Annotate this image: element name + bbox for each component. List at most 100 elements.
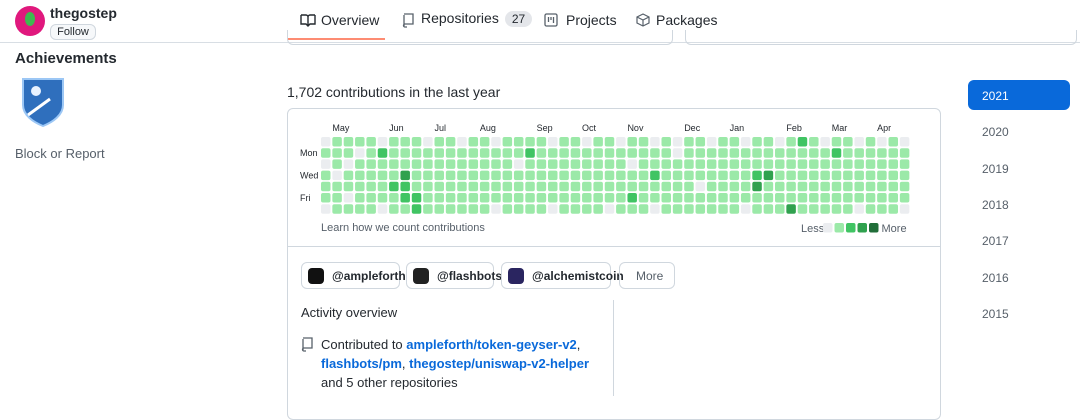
year-link[interactable]: 2015 xyxy=(982,306,1009,321)
contribution-cell xyxy=(820,148,830,158)
contribution-cell xyxy=(638,170,649,181)
year-link[interactable]: 2020 xyxy=(982,125,1009,140)
contribution-cell xyxy=(831,193,842,203)
contribution-cell xyxy=(775,193,785,203)
contribution-cell xyxy=(479,181,490,192)
contribution-cell xyxy=(559,181,569,192)
contribution-cell xyxy=(820,204,830,214)
contribution-cell xyxy=(684,193,694,203)
contribution-cell xyxy=(661,193,671,203)
repo-icon xyxy=(301,337,313,352)
learn-link[interactable]: Learn how we count contributions xyxy=(321,222,485,234)
year-link[interactable]: 2016 xyxy=(982,270,1009,285)
contribution-cell xyxy=(650,137,660,147)
contribution-cell xyxy=(525,137,535,147)
org-label: @alchemistcoin xyxy=(532,269,624,283)
repo-icon xyxy=(402,13,414,28)
achievement-badge[interactable] xyxy=(20,77,66,127)
contribution-cell xyxy=(502,159,513,169)
contribution-cell xyxy=(809,170,819,181)
contribution-cell xyxy=(457,148,467,158)
month-label: Jun xyxy=(389,123,404,133)
contribution-cell xyxy=(718,170,728,181)
tab[interactable]: Overview xyxy=(321,12,380,28)
contribution-cell xyxy=(423,181,433,192)
contribution-cell xyxy=(604,148,615,158)
contribution-cell xyxy=(684,137,694,147)
legend-cell xyxy=(823,223,833,233)
org-button[interactable]: @ampleforth xyxy=(301,262,406,289)
tab[interactable]: Repositories 27 xyxy=(421,10,533,27)
contribution-cell xyxy=(706,170,717,181)
contribution-cell xyxy=(604,204,615,214)
contribution-cell xyxy=(366,204,376,214)
contribution-cell xyxy=(661,204,671,214)
contribution-cell xyxy=(752,170,762,181)
contribution-cell xyxy=(445,170,456,181)
contribution-cell xyxy=(797,193,808,203)
contribution-cell xyxy=(854,137,864,147)
contribution-cell xyxy=(843,204,853,214)
block-report[interactable]: Block or Report xyxy=(15,146,105,161)
contribution-cell xyxy=(525,148,535,158)
repo-link[interactable]: ampleforth/token-geyser-v2 xyxy=(406,337,577,352)
org-button[interactable]: @flashbots xyxy=(406,262,502,289)
year-link[interactable]: 2021 xyxy=(968,80,1070,110)
contribution-cell xyxy=(457,159,467,169)
contribution-cell xyxy=(740,193,751,203)
contribution-cell xyxy=(797,148,808,158)
contribution-cell xyxy=(865,159,876,169)
contribution-cell xyxy=(684,159,694,169)
year-link[interactable]: 2019 xyxy=(982,161,1009,176)
legend-less: Less xyxy=(801,223,825,235)
contribution-cell xyxy=(672,137,683,147)
contribution-cell xyxy=(604,159,615,169)
avatar[interactable] xyxy=(15,6,45,36)
contribution-cell xyxy=(899,193,910,203)
contribution-cell xyxy=(423,137,433,147)
tab[interactable]: Packages xyxy=(656,12,718,28)
contribution-cell xyxy=(627,137,637,147)
contribution-cell xyxy=(729,148,740,158)
contribution-cell xyxy=(479,148,490,158)
contribution-cell xyxy=(400,193,410,203)
contribution-cell xyxy=(468,204,479,214)
repo-link[interactable]: thegostep/uniswap-v2-helper xyxy=(409,356,590,371)
contribution-cell xyxy=(740,170,751,181)
contribution-cell xyxy=(457,137,467,147)
repo-link[interactable]: flashbots/pm xyxy=(321,356,402,371)
contribution-cell xyxy=(434,159,444,169)
follow-button[interactable]: Follow xyxy=(50,24,96,40)
contribution-cell xyxy=(468,181,479,192)
contribution-cell xyxy=(729,204,740,214)
contribution-cell xyxy=(491,170,501,181)
contribution-cell xyxy=(763,170,774,181)
activity-title: Activity overview xyxy=(301,305,398,320)
contribution-cell xyxy=(843,181,853,192)
contribution-cell xyxy=(706,159,717,169)
year-link[interactable]: 2018 xyxy=(982,197,1009,212)
contribution-cell xyxy=(899,204,910,214)
contribution-cell xyxy=(355,137,365,147)
contribution-cell xyxy=(604,137,615,147)
contribution-cell xyxy=(559,148,569,158)
contribution-cell xyxy=(786,181,796,192)
org-button[interactable]: @alchemistcoin xyxy=(501,262,624,289)
tab[interactable]: Projects xyxy=(566,12,617,28)
contribution-cell xyxy=(332,193,342,203)
contribution-cell xyxy=(729,159,740,169)
contribution-cell xyxy=(582,193,592,203)
contribution-cell xyxy=(366,148,376,158)
contribution-cell xyxy=(355,170,365,181)
contribution-cell xyxy=(525,170,535,181)
contribution-cell xyxy=(445,159,456,169)
contribution-cell xyxy=(661,159,671,169)
contribution-cell xyxy=(661,137,671,147)
contribution-cell xyxy=(423,204,433,214)
contribution-cell xyxy=(650,159,660,169)
legend-cell xyxy=(846,223,856,233)
year-link[interactable]: 2017 xyxy=(982,234,1009,249)
more-button[interactable]: More xyxy=(619,262,675,289)
month-label: Mar xyxy=(832,123,848,133)
contribution-cell xyxy=(389,159,399,169)
